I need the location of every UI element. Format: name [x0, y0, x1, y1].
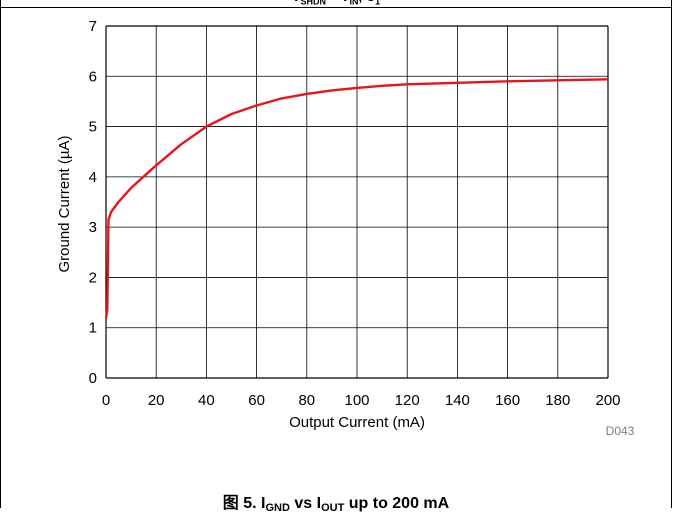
- x-tick-label: 0: [102, 392, 110, 409]
- figure-caption-prefix: 图 5. I: [223, 495, 266, 512]
- figure-caption-mid: vs I: [290, 495, 321, 512]
- y-axis-label: Ground Current (µA): [56, 135, 73, 272]
- figure-caption-sub-out: OUT: [321, 502, 344, 514]
- figure-caption-suffix: up to 200 mA: [344, 495, 449, 512]
- x-tick-label: 140: [445, 392, 470, 409]
- x-tick-label: 200: [595, 392, 620, 409]
- y-tick-label: 0: [89, 370, 97, 387]
- y-tick-label: 1: [89, 320, 97, 337]
- y-tick-label: 6: [89, 68, 97, 85]
- x-tick-label: 100: [344, 392, 369, 409]
- x-tick-labels: 0 20 40 60 80 100 120 140 160 180 200: [102, 392, 621, 409]
- x-tick-label: 40: [198, 392, 215, 409]
- x-axis-label: Output Current (mA): [289, 414, 425, 431]
- figure-code: D043: [606, 424, 635, 438]
- y-tick-label: 3: [89, 219, 97, 236]
- x-tick-label: 80: [298, 392, 315, 409]
- y-tick-label: 5: [89, 119, 97, 136]
- y-tick-label: 7: [89, 18, 97, 35]
- figure-caption: 图 5. IGND vs IOUT up to 200 mA: [0, 489, 672, 514]
- y-tick-label: 4: [89, 169, 97, 186]
- y-tick-labels: 0 1 2 3 4 5 6 7: [89, 18, 97, 387]
- x-tick-label: 180: [545, 392, 570, 409]
- x-tick-label: 160: [495, 392, 520, 409]
- y-tick-label: 2: [89, 269, 97, 286]
- x-tick-label: 120: [395, 392, 420, 409]
- grid-lines: [106, 26, 608, 378]
- figure-caption-sub-gnd: GND: [265, 502, 289, 514]
- x-tick-label: 60: [248, 392, 265, 409]
- x-tick-label: 20: [148, 392, 165, 409]
